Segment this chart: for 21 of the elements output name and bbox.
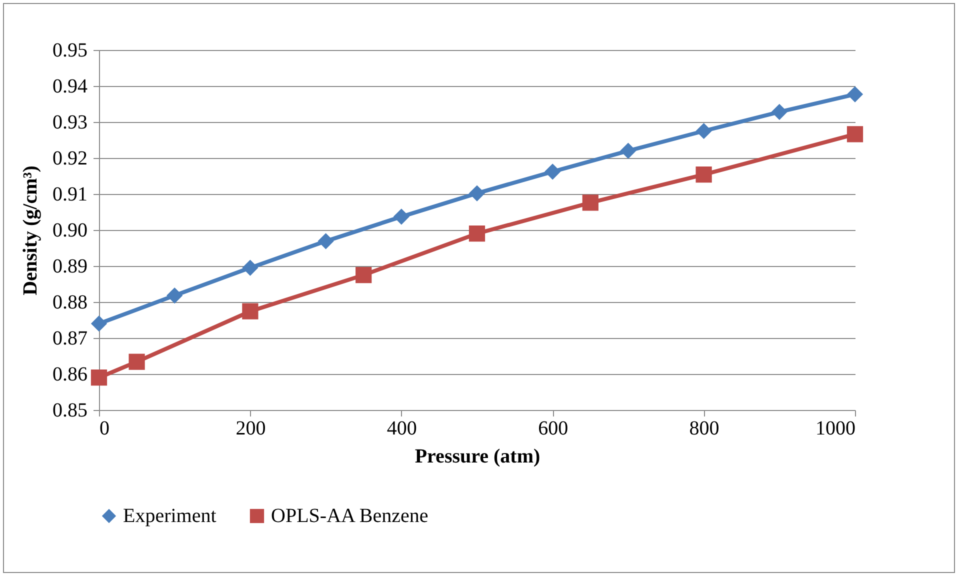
- y-tick-label: 0.90: [52, 220, 88, 242]
- y-tick-label: 0.86: [52, 364, 88, 386]
- x-axis-title: Pressure (atm): [414, 446, 540, 468]
- x-tick-label: 1000: [816, 418, 856, 440]
- x-tick-label: 800: [689, 418, 720, 440]
- y-tick-label: 0.87: [52, 328, 88, 350]
- y-tick-label: 0.91: [52, 184, 88, 206]
- y-tick-label: 0.89: [52, 256, 88, 278]
- x-tick-label: 400: [386, 418, 417, 440]
- y-tick-label: 0.94: [52, 76, 88, 98]
- y-tick-label: 0.85: [52, 400, 88, 422]
- y-tick-label: 0.88: [52, 292, 88, 314]
- legend-label: Experiment: [123, 505, 217, 527]
- x-tick-label: 200: [236, 418, 266, 440]
- x-tick-label: 600: [538, 418, 568, 440]
- legend-label: OPLS-AA Benzene: [271, 505, 428, 527]
- y-tick-label: 0.95: [52, 40, 88, 62]
- y-axis-title: Density (g/cm³): [20, 166, 42, 296]
- y-tick-label: 0.93: [52, 112, 88, 134]
- x-tick-label: 0: [100, 418, 110, 440]
- y-tick-label: 0.92: [52, 148, 88, 170]
